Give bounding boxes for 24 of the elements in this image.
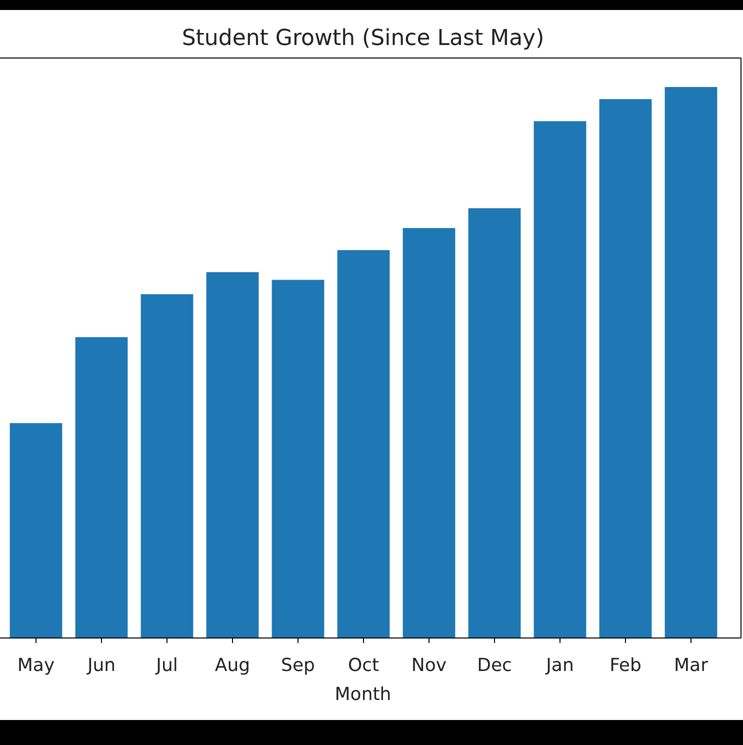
- x-tick-label: Nov: [411, 655, 447, 676]
- bar: [402, 228, 456, 638]
- x-tick-label: Jan: [545, 655, 574, 676]
- bar: [75, 337, 128, 638]
- bar: [468, 208, 521, 638]
- bar: [664, 87, 718, 638]
- x-tick-label: Aug: [214, 655, 250, 676]
- x-axis-title: Month: [334, 684, 392, 705]
- bar: [206, 272, 259, 638]
- bar: [10, 423, 62, 638]
- bar: [272, 280, 324, 638]
- bar: [534, 121, 586, 638]
- x-tick-label: Dec: [477, 655, 512, 676]
- bar: [599, 99, 652, 638]
- x-tick-label: May: [17, 655, 55, 676]
- x-tick-label: Jul: [155, 655, 178, 676]
- x-tick-label: Sep: [281, 655, 315, 676]
- x-tick-label: Feb: [610, 655, 642, 676]
- x-tick-label: Mar: [674, 655, 709, 676]
- x-tick-label: Oct: [348, 655, 380, 676]
- chart-title: Student Growth (Since Last May): [182, 26, 544, 51]
- x-tick-label: Jun: [86, 655, 116, 676]
- bar: [337, 250, 390, 638]
- bar: [140, 294, 194, 638]
